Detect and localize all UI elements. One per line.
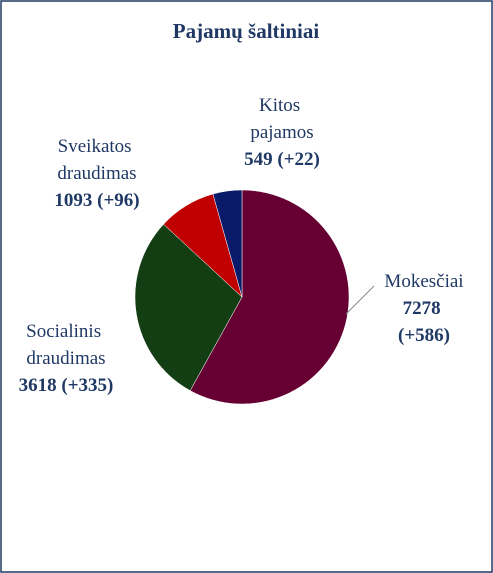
value-label: 1093 (+96) [54, 190, 139, 211]
value-label: 7278 (+586) [398, 298, 450, 346]
chart-title: Pajamų šaltiniai [173, 19, 320, 43]
value-label: 549 (+22) [244, 149, 320, 170]
leader-line [345, 285, 375, 315]
value-label: 3618 (+335) [19, 375, 114, 396]
category-label: Socialinis draudimas [26, 321, 106, 369]
category-label: Sveikatos draudimas [57, 136, 136, 184]
category-label: Kitos pajamos [250, 95, 313, 143]
pie-slice [189, 189, 350, 405]
category-label: Mokesčiai [384, 271, 463, 292]
pie-slice [212, 189, 243, 298]
pie-slice [134, 223, 243, 391]
